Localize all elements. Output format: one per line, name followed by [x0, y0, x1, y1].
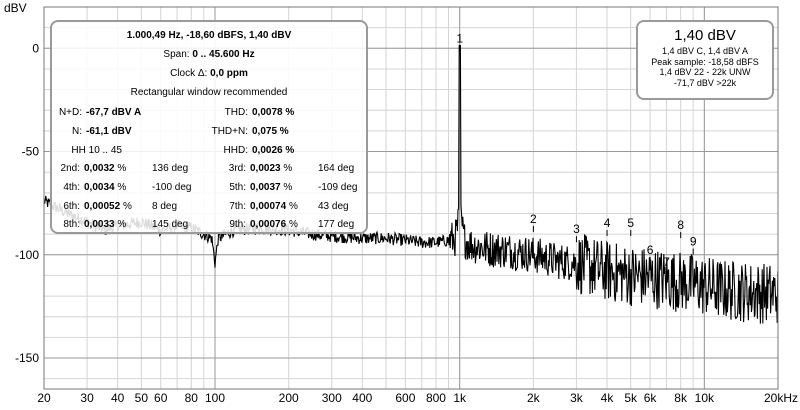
harmonic-percent: 0,0034 % [84, 182, 127, 193]
window-note: Rectangular window recommended [130, 87, 288, 98]
clock-label: Clock Δ: [170, 68, 208, 79]
harmonic-marker-label: 3 [573, 222, 580, 236]
measurement-header: 1.000,49 Hz, -18,60 dBFS, 1,40 dBV [126, 30, 292, 41]
x-tick-label: 4k [601, 391, 615, 405]
nd-label: N+D: [58, 107, 82, 118]
x-tick-label: 30 [80, 391, 94, 405]
harmonic-percent: 0,00052 % [84, 201, 132, 212]
harmonic-name: 6th: [63, 201, 80, 212]
harmonic-marker-label: 2 [530, 212, 537, 226]
x-tick-label: 80 [185, 391, 199, 405]
y-axis-label: dBV [4, 1, 27, 15]
y-tick-label: -150 [15, 351, 39, 365]
x-tick-label: 20kHz [764, 391, 798, 405]
clock-value: 0,0 ppm [210, 68, 248, 79]
thd-label: THD: [224, 107, 248, 118]
plot-frame [43, 6, 779, 390]
harmonic-phase: 43 deg [318, 201, 349, 212]
level-readout-line: Peak sample: -18,58 dBFS [651, 56, 759, 67]
n-label: N: [72, 126, 82, 137]
hh-range-label: HH 10 .. 45 [71, 145, 122, 156]
y-tick-label: -100 [15, 248, 39, 262]
span-value: 0 .. 45.600 Hz [192, 49, 255, 60]
x-tick-label: 10k [695, 391, 715, 405]
harmonic-marker-label: 4 [604, 216, 611, 230]
x-tick-label: 60 [154, 391, 168, 405]
x-tick-label: 3k [570, 391, 584, 405]
harmonic-percent: 0,00076 % [250, 219, 298, 230]
harmonic-marker-label: 9 [690, 235, 697, 249]
span-label: Span: [163, 49, 190, 60]
harmonic-percent: 0,0033 % [84, 219, 127, 230]
harmonic-row: 4th: 0,0034 % -100 deg 5th: 0,0037 % -10… [52, 182, 366, 196]
level-readout-line: 1,4 dBV 22 - 22k UNW [659, 67, 751, 77]
harmonic-name: 4th: [63, 182, 80, 193]
harmonic-phase: -109 deg [318, 182, 358, 193]
harmonic-marker-label: 7 [663, 255, 670, 269]
harmonic-phase: 136 deg [152, 163, 189, 174]
harmonic-percent: 0,0037 % [250, 182, 293, 193]
hhd-label: HHD: [223, 145, 248, 156]
thdn-label: THD+N: [211, 126, 248, 137]
harmonic-name: 8th: [63, 219, 80, 230]
harmonic-marker-label: 8 [677, 218, 684, 232]
harmonic-phase: -100 deg [152, 182, 192, 193]
measurement-panel: 1.000,49 Hz, -18,60 dBFS, 1,40 dBV Span:… [50, 20, 368, 234]
x-tick-label: 5k [624, 391, 638, 405]
x-tick-label: 8k [674, 391, 688, 405]
harmonic-name: 7th: [229, 201, 246, 212]
nd-value: -67,7 dBV A [86, 107, 142, 118]
harmonic-name: 2nd: [60, 163, 80, 174]
x-tick-label: 400 [352, 391, 372, 405]
n-value: -61,1 dBV [86, 126, 132, 137]
x-tick-label: 2k [527, 391, 541, 405]
y-tick-label: -50 [22, 145, 40, 159]
harmonic-marker-label: 1 [456, 31, 463, 45]
harmonic-marker-label: 5 [627, 216, 634, 230]
level-readout-line: 1,4 dBV C, 1,4 dBV A [661, 46, 749, 56]
x-tick-label: 40 [111, 391, 125, 405]
hhd-value: 0,0026 % [252, 145, 295, 156]
y-axis-ticks: 0 -50 -100 -150 [15, 41, 39, 365]
harmonic-marker-label: 6 [647, 243, 654, 257]
thd-value: 0,0078 % [252, 107, 295, 118]
level-readout-value: 1,40 dBV [674, 27, 736, 44]
harmonic-row: 6th: 0,00052 % 8 deg 7th: 0,00074 % 43 d… [52, 201, 366, 215]
x-tick-label: 200 [279, 391, 299, 405]
clock-line: Clock Δ: 0,0 ppm [52, 68, 366, 79]
harmonic-markers: 1 2 3 4 567 89 [456, 31, 697, 276]
harmonic-phase: 164 deg [318, 163, 355, 174]
x-tick-label: 100 [205, 391, 225, 405]
x-tick-label: 600 [395, 391, 415, 405]
x-axis-ticks: 20 30 40 50 60 80 100 200 300 400 600 800 1k 2k 3k 4k 5k… [37, 391, 798, 405]
y-tick-label: 0 [32, 41, 39, 55]
harmonic-phase: 145 deg [152, 219, 189, 230]
harmonic-percent: 0,0032 % [84, 163, 127, 174]
harmonic-percent: 0,00074 % [250, 201, 298, 212]
x-tick-label: 6k [644, 391, 658, 405]
x-tick-label: 20 [37, 391, 51, 405]
x-tick-label: 1k [453, 391, 467, 405]
x-tick-label: 800 [426, 391, 446, 405]
span-line: Span: 0 .. 45.600 Hz [52, 49, 366, 60]
x-tick-label: 50 [135, 391, 149, 405]
harmonic-name: 9th: [229, 219, 246, 230]
harmonic-row: 8th: 0,0033 % 145 deg 9th: 0,00076 % 177… [52, 219, 366, 233]
level-readout-panel: 1,40 dBV 1,4 dBV C, 1,4 dBV A Peak sampl… [636, 20, 774, 100]
thdn-value: 0,075 % [252, 126, 289, 137]
harmonic-name: 3rd: [228, 163, 246, 174]
level-readout-line: -71,7 dBV >22k [673, 77, 737, 88]
harmonic-phase: 177 deg [318, 219, 355, 230]
x-tick-label: 300 [322, 391, 342, 405]
harmonic-phase: 8 deg [152, 201, 178, 212]
harmonic-row: 2nd: 0,0032 % 136 deg 3rd: 0,0023 % 164 … [52, 163, 366, 177]
harmonic-percent: 0,0023 % [250, 163, 293, 174]
harmonic-name: 5th: [229, 182, 246, 193]
